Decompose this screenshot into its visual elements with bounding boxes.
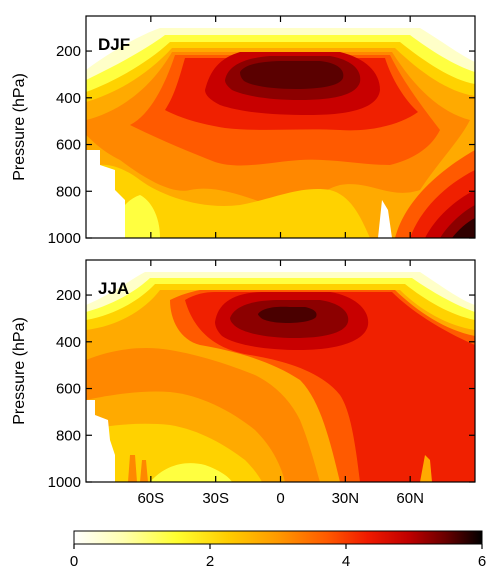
- jja-xticks: 60S 30S 0 30N 60N: [137, 260, 424, 507]
- djf-panel-label: DJF: [98, 35, 130, 54]
- jja-ytick-label: 400: [56, 334, 81, 351]
- colorbar-gradient: [73, 530, 483, 545]
- djf-ytick-label: 200: [56, 43, 81, 60]
- panel-djf: DJF 200 400 600 800 1000 Pressure (hPa): [11, 15, 476, 247]
- colorbar-tick-label: 6: [478, 553, 486, 570]
- colorbar: 0 2 4 6: [70, 530, 486, 570]
- colorbar-tick-label: 4: [342, 553, 350, 570]
- djf-ytick-label: 1000: [48, 230, 81, 247]
- jja-xtick-label: 60S: [137, 490, 164, 507]
- jja-ytick-label: 200: [56, 287, 81, 304]
- jja-xtick-label: 0: [276, 490, 284, 507]
- panel-jja: JJA 200 400 600 800 1000 60S 30S 0 30N 60N Press…: [11, 259, 476, 507]
- djf-contour-field: [86, 16, 475, 238]
- djf-ylabel: Pressure (hPa): [11, 73, 28, 181]
- jja-xtick-label: 30N: [332, 490, 360, 507]
- jja-panel-label: JJA: [98, 279, 129, 298]
- jja-ylabel: Pressure (hPa): [11, 317, 28, 425]
- jja-xtick-label: 60N: [396, 490, 424, 507]
- colorbar-ticks: 0 2 4 6: [70, 544, 486, 570]
- jja-xtick-label: 30S: [202, 490, 229, 507]
- jja-yticks: 200 400 600 800 1000: [48, 287, 475, 491]
- djf-ytick-label: 600: [56, 137, 81, 154]
- jja-ytick-label: 800: [56, 427, 81, 444]
- djf-ytick-label: 800: [56, 183, 81, 200]
- colorbar-tick-label: 0: [70, 553, 78, 570]
- djf-yticks: 200 400 600 800 1000: [48, 43, 475, 247]
- jja-contour-field: [86, 260, 475, 482]
- djf-ytick-label: 400: [56, 90, 81, 107]
- colorbar-tick-label: 2: [206, 553, 214, 570]
- jja-ytick-label: 1000: [48, 474, 81, 491]
- djf-xticks: [150, 16, 411, 238]
- jja-ytick-label: 600: [56, 381, 81, 398]
